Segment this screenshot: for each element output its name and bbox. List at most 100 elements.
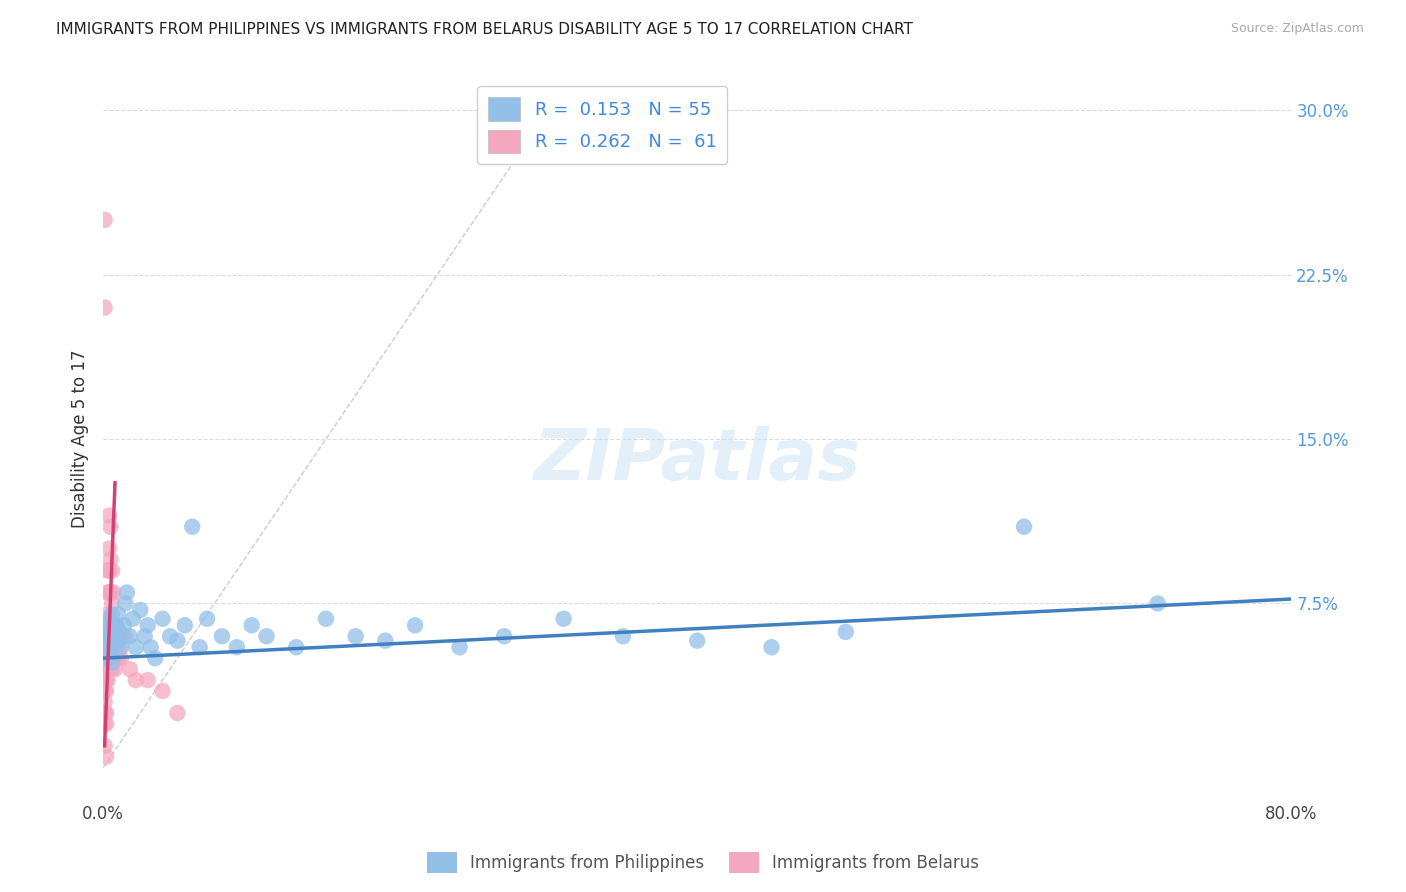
Point [93,684,115,698]
Point [159,629,181,643]
Point [93,629,115,643]
Point [104,662,127,676]
Point [100,629,122,643]
Point [114,596,136,610]
Point [101,662,124,676]
Point [112,618,135,632]
Point [94,629,117,643]
Point [118,629,141,643]
Point [101,656,124,670]
Text: IMMIGRANTS FROM PHILIPPINES VS IMMIGRANTS FROM BELARUS DISABILITY AGE 5 TO 17 CO: IMMIGRANTS FROM PHILIPPINES VS IMMIGRANT… [56,22,912,37]
Point [97,607,120,622]
Point [115,585,138,599]
Point [686,633,709,648]
Point [97,564,120,578]
Point [118,662,141,676]
Point [93,640,115,655]
Point [240,618,263,632]
Point [181,519,204,533]
Text: ZIPatlas: ZIPatlas [533,426,860,495]
Point [94,684,117,698]
Point [94,651,117,665]
Point [152,612,174,626]
Point [139,640,162,655]
Point [152,684,174,698]
Point [94,706,117,720]
Point [143,651,166,665]
Point [94,749,117,764]
Point [104,618,127,632]
Point [97,662,120,676]
Point [225,640,247,655]
Point [93,301,115,315]
Point [166,633,188,648]
Point [121,612,143,626]
Point [315,612,337,626]
Point [93,651,115,665]
Point [100,585,122,599]
Point [100,662,122,676]
Point [103,618,125,632]
Point [166,706,188,720]
Point [553,612,575,626]
Point [100,519,122,533]
Point [97,673,120,687]
Point [98,612,121,626]
Point [835,624,858,639]
Point [93,213,115,227]
Point [93,739,115,753]
Point [285,640,308,655]
Point [97,640,120,655]
Point [1146,596,1168,610]
Point [94,633,117,648]
Point [103,585,125,599]
Point [110,651,132,665]
Point [93,706,115,720]
Point [93,629,115,643]
Point [104,640,127,655]
Point [101,607,124,622]
Point [188,640,211,655]
Point [98,640,121,655]
Point [612,629,634,643]
Point [100,629,122,643]
Point [107,607,129,622]
Point [134,629,156,643]
Point [125,673,148,687]
Point [93,695,115,709]
Point [108,640,131,655]
Point [110,640,132,655]
Point [761,640,783,655]
Point [211,629,233,643]
Point [136,673,159,687]
Point [404,618,426,632]
Point [97,651,120,665]
Point [98,564,121,578]
Point [100,647,122,661]
Point [98,508,121,523]
Point [93,673,115,687]
Point [94,662,117,676]
Point [129,603,152,617]
Point [494,629,516,643]
Point [111,629,134,643]
Point [105,651,128,665]
Point [93,662,115,676]
Point [101,596,124,610]
Legend: Immigrants from Philippines, Immigrants from Belarus: Immigrants from Philippines, Immigrants … [420,846,986,880]
Point [98,640,121,655]
Point [97,629,120,643]
Point [103,640,125,655]
Point [103,640,125,655]
Point [98,585,121,599]
Point [173,618,195,632]
Point [107,629,129,643]
Point [105,618,128,632]
Legend: R =  0.153   N = 55, R =  0.262   N =  61: R = 0.153 N = 55, R = 0.262 N = 61 [477,87,727,163]
Point [100,552,122,566]
Point [94,673,117,687]
Point [93,717,115,731]
Point [114,629,136,643]
Point [344,629,367,643]
Point [107,633,129,648]
